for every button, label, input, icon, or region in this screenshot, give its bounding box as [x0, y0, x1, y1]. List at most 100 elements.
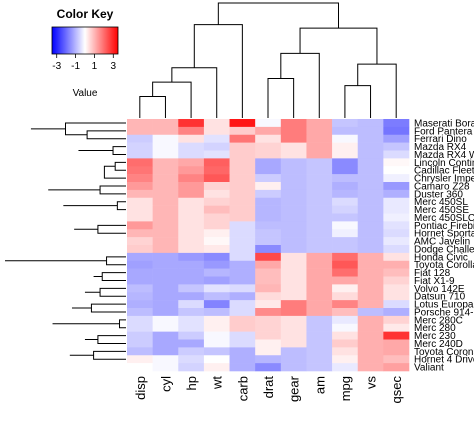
heatmap-cell [280, 205, 307, 214]
heatmap-cell [203, 221, 230, 230]
heatmap-cell [306, 189, 333, 199]
heatmap-cell [152, 126, 179, 136]
column-label: wt [210, 376, 225, 390]
heatmap-cell [229, 174, 256, 183]
heatmap-cell [383, 268, 410, 277]
heatmap-cell [203, 331, 230, 340]
heatmap-cell [306, 323, 333, 332]
column-label: mpg [338, 376, 353, 401]
heatmap-cell [306, 300, 333, 309]
row-label: Ferrari Dino [414, 134, 467, 145]
heatmap-cell [127, 308, 153, 317]
heatmap-cell [203, 245, 230, 254]
heatmap-cell [280, 300, 307, 309]
dendrogram-branch [93, 350, 126, 360]
heatmap-cell [229, 323, 256, 332]
heatmap-cell [229, 119, 256, 128]
heatmap-cell [178, 292, 205, 301]
dendrogram-branch [217, 2, 339, 29]
row-label: Hornet 4 Drive [414, 355, 474, 366]
heatmap-cell [203, 260, 230, 269]
heatmap-cell [127, 268, 153, 277]
heatmap-cell [203, 166, 230, 175]
dendrogram-branch [139, 95, 166, 118]
heatmap-cell [280, 158, 307, 167]
heatmap-cell [306, 347, 333, 356]
heatmap-cell [127, 355, 153, 364]
heatmap-cell [127, 284, 153, 293]
heatmap-cell [152, 292, 179, 301]
heatmap-cell [357, 237, 384, 246]
heatmap-cell [383, 308, 410, 317]
heatmap-cell [229, 150, 256, 159]
color-key-bar [51, 26, 119, 55]
heatmap-cell [357, 166, 384, 175]
heatmap-cell [383, 276, 410, 285]
heatmap-cell [357, 119, 384, 128]
heatmap-cell [280, 197, 307, 206]
heatmap-cell [178, 363, 205, 372]
heatmap-cell [280, 252, 307, 262]
dendrogram-branch [112, 146, 126, 155]
heatmap-cell [332, 166, 359, 175]
column-label: cyl [158, 376, 173, 392]
heatmap-cell [383, 213, 410, 222]
heatmap-cell [383, 355, 410, 364]
heatmap-cell [332, 268, 359, 277]
heatmap-cell [203, 252, 230, 262]
heatmap-cell [127, 150, 153, 159]
dendrogram-branch [152, 81, 192, 118]
heatmap-cell [152, 158, 179, 167]
heatmap-cell [280, 189, 307, 199]
heatmap-cell [203, 308, 230, 317]
heatmap-cell [178, 166, 205, 175]
heatmap-cell [178, 252, 205, 262]
heatmap-cell [152, 355, 179, 364]
heatmap-cell [280, 134, 307, 143]
heatmap-cell [152, 331, 179, 340]
heatmap-cell [178, 323, 205, 332]
heatmap-cell [229, 182, 256, 191]
heatmap-cell [255, 119, 282, 128]
heatmap-cell [332, 197, 359, 206]
column-labels: disp cyl hp wt carb drat gear am mpg vs qsec [133, 375, 404, 403]
dendrogram-branch [357, 63, 397, 118]
heatmap-cell [255, 134, 282, 143]
heatmap-cell [203, 323, 230, 332]
heatmap-cell [255, 284, 282, 293]
heatmap-cell [357, 315, 384, 325]
heatmap-cell [280, 237, 307, 246]
heatmap-cell [306, 268, 333, 277]
heatmap-cell [178, 197, 205, 206]
heatmap-cell [127, 323, 153, 332]
heatmap-cell [229, 189, 256, 199]
heatmap-cell [229, 331, 256, 340]
dendrogram-branch [119, 319, 126, 329]
row-label: Cadillac Fleetwood [414, 166, 474, 177]
heatmap-cell [203, 292, 230, 301]
column-label: am [312, 376, 327, 394]
heatmap-cell [383, 252, 410, 262]
heatmap-cell [306, 355, 333, 364]
heatmap-cell [178, 237, 205, 246]
heatmap-cell [229, 166, 256, 175]
heatmap-cell [255, 252, 282, 262]
heatmap-cell [306, 134, 333, 143]
heatmap-cell [306, 126, 333, 136]
column-label: qsec [389, 376, 404, 404]
heatmap-cell [306, 308, 333, 317]
heatmap-cell [332, 363, 359, 372]
heatmap-cell [255, 245, 282, 254]
heatmap-cell [383, 260, 410, 269]
heatmap-cell [127, 166, 153, 175]
heatmap-cell [152, 284, 179, 293]
heatmap-cell [332, 260, 359, 269]
heatmap-cell [152, 323, 179, 332]
heatmap-cell [152, 150, 179, 159]
heatmap-cell [357, 221, 384, 230]
heatmap-cell [178, 229, 205, 238]
heatmap-cell [203, 300, 230, 309]
heatmap-cell [229, 363, 256, 372]
